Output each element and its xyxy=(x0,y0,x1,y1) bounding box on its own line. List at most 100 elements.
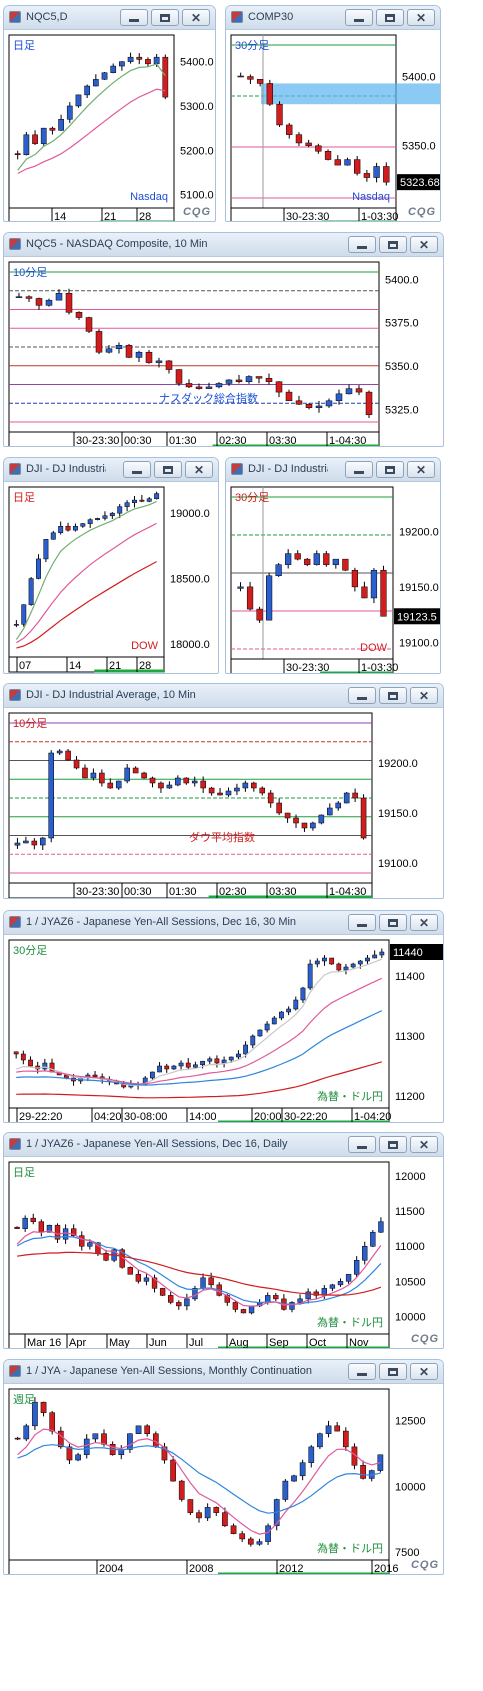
candle-body xyxy=(324,151,332,160)
timeframe-label: 30分足 xyxy=(235,39,269,52)
price-chart[interactable]: 11400 11300 11200 29-22:20 04:20 30-08:00 14:0… xyxy=(4,936,444,1123)
window-titlebar[interactable]: COMP30 ✕ xyxy=(226,6,440,30)
candle-body xyxy=(362,1245,368,1261)
chart-window-jpy-monthly[interactable]: 1 / JYA - Japanese Yen-All Sessions, Mon… xyxy=(3,1359,444,1575)
app-icon xyxy=(9,463,21,475)
candle-body xyxy=(200,1060,205,1066)
minimize-button[interactable] xyxy=(345,461,373,478)
candle-body xyxy=(208,1277,214,1286)
x-tick-label: 03:30 xyxy=(269,435,297,447)
candle-body xyxy=(315,405,323,408)
maximize-button[interactable] xyxy=(379,236,407,253)
price-chart[interactable]: 5400.0 5375.0 5350.0 5325.0 30-23:30 00:30 01:… xyxy=(4,258,444,447)
maximize-button[interactable] xyxy=(151,9,179,26)
window-titlebar[interactable]: 1 / JYAZ6 - Japanese Yen-All Sessions, D… xyxy=(4,911,443,935)
chart-window-comp30[interactable]: COMP30 ✕ 5400.0 5350.0 30-23:30 1-03:30 30分足… xyxy=(225,5,441,222)
candle-body xyxy=(15,296,23,298)
moving-average-line xyxy=(16,1230,382,1307)
chart-window-nqc5-daily[interactable]: NQC5,D ✕ 5400.0 5300.0 5200.0 5100.0 14 21 28 日… xyxy=(3,5,216,222)
window-titlebar[interactable]: NQC5,D ✕ xyxy=(4,6,215,30)
close-button[interactable]: ✕ xyxy=(410,236,438,253)
maximize-button[interactable] xyxy=(376,461,404,478)
maximize-button[interactable] xyxy=(379,1363,407,1380)
x-tick-label: 30-23:30 xyxy=(76,435,119,447)
candle-body xyxy=(342,1430,349,1448)
timeframe-label: 30分足 xyxy=(13,944,47,957)
moving-average-line xyxy=(16,1235,382,1305)
app-icon xyxy=(9,1365,21,1377)
candle-body xyxy=(58,525,64,534)
candle-body xyxy=(185,383,193,388)
candle-body xyxy=(265,1525,271,1542)
price-chart[interactable]: 19200.0 19150.0 19100.0 30-23:30 00:30 01:30 0… xyxy=(4,709,444,899)
candle-body xyxy=(273,1295,279,1300)
price-chart[interactable]: 12000 11500 11000 10500 10000 Mar 16 Apr May Jun… xyxy=(4,1158,444,1349)
maximize-button[interactable] xyxy=(379,914,407,931)
window-titlebar[interactable]: DJI - DJ Industrial ... ✕ xyxy=(4,458,218,482)
candle-body xyxy=(285,391,293,402)
candle-body xyxy=(232,1302,239,1310)
chart-window-nasdaq-10min[interactable]: NQC5 - NASDAQ Composite, 10 Min ✕ 5400.0… xyxy=(3,232,444,447)
minimize-button[interactable] xyxy=(348,687,376,704)
candle-body xyxy=(46,1224,53,1233)
minimize-button[interactable] xyxy=(348,236,376,253)
close-button[interactable]: ✕ xyxy=(407,9,435,26)
candle-body xyxy=(275,381,283,393)
minimize-button[interactable] xyxy=(120,9,148,26)
window-titlebar[interactable]: NQC5 - NASDAQ Composite, 10 Min ✕ xyxy=(4,233,443,257)
price-chart[interactable]: 19200.0 19150.0 19100.0 30-23:30 1-03:30 30分足… xyxy=(226,483,441,674)
close-button[interactable]: ✕ xyxy=(410,687,438,704)
candle-body xyxy=(363,173,371,178)
app-icon xyxy=(9,916,21,928)
maximize-button[interactable] xyxy=(154,461,182,478)
candle-body xyxy=(115,780,122,789)
candle-body xyxy=(164,1065,170,1070)
minimize-button[interactable] xyxy=(348,914,376,931)
candle-body xyxy=(200,1277,206,1289)
minimize-button[interactable] xyxy=(348,1136,376,1153)
window-titlebar[interactable]: 1 / JYA - Japanese Yen-All Sessions, Mon… xyxy=(4,1360,443,1384)
candle-body xyxy=(65,525,71,531)
maximize-button[interactable] xyxy=(379,687,407,704)
close-button[interactable]: ✕ xyxy=(185,461,213,478)
minimize-button[interactable] xyxy=(348,1363,376,1380)
candle-body xyxy=(92,1074,98,1078)
x-tick-label: 21 xyxy=(104,211,116,222)
minimize-button[interactable] xyxy=(345,9,373,26)
window-titlebar[interactable]: DJI - DJ Industrial Average, 10 Min ✕ xyxy=(4,684,443,708)
close-button[interactable]: ✕ xyxy=(410,914,438,931)
minimize-button[interactable] xyxy=(123,461,151,478)
y-tick-label: 19000.0 xyxy=(170,508,210,520)
moving-average-line xyxy=(16,1010,383,1086)
maximize-button[interactable] xyxy=(379,1136,407,1153)
chart-window-dji-10min[interactable]: DJI - DJ Industrial Average, 10 Min ✕ 19… xyxy=(3,683,444,899)
candle-body xyxy=(284,812,291,819)
close-button[interactable]: ✕ xyxy=(407,461,435,478)
timeframe-label: 10分足 xyxy=(13,266,47,279)
chart-window-dji-30min[interactable]: DJI - DJ Industrial ... ✕ 19200.0 19150.0… xyxy=(225,457,441,674)
candle-body xyxy=(124,767,130,782)
candle-body xyxy=(257,1029,263,1037)
candle-body xyxy=(82,767,88,779)
candle-body xyxy=(56,750,63,754)
y-tick-label: 19150.0 xyxy=(378,808,418,820)
candle-body xyxy=(276,103,283,126)
window-titlebar[interactable]: 1 / JYAZ6 - Japanese Yen-All Sessions, D… xyxy=(4,1133,443,1157)
chart-window-dji-daily[interactable]: DJI - DJ Industrial ... ✕ 19000.0 18500.0… xyxy=(3,457,219,674)
close-button[interactable]: ✕ xyxy=(410,1363,438,1380)
price-chart[interactable]: 19000.0 18500.0 18000.0 07 14 21 28 日足 DOW xyxy=(4,483,219,674)
candle-body xyxy=(275,564,282,577)
chart-window-jpy-30min[interactable]: 1 / JYAZ6 - Japanese Yen-All Sessions, D… xyxy=(3,910,444,1123)
price-chart[interactable]: 5400.0 5300.0 5200.0 5100.0 14 21 28 日足 Nasdaq xyxy=(4,31,216,222)
close-icon: ✕ xyxy=(418,915,430,930)
candle-body xyxy=(193,1064,198,1068)
last-price-box xyxy=(390,944,443,960)
close-button[interactable]: ✕ xyxy=(182,9,210,26)
candle-body xyxy=(71,1228,77,1236)
chart-window-jpy-daily[interactable]: 1 / JYAZ6 - Japanese Yen-All Sessions, D… xyxy=(3,1132,444,1349)
maximize-button[interactable] xyxy=(376,9,404,26)
price-chart[interactable]: 5400.0 5350.0 30-23:30 1-03:30 30分足 Nasdaq 532… xyxy=(226,31,441,222)
close-button[interactable]: ✕ xyxy=(410,1136,438,1153)
window-titlebar[interactable]: DJI - DJ Industrial ... ✕ xyxy=(226,458,440,482)
